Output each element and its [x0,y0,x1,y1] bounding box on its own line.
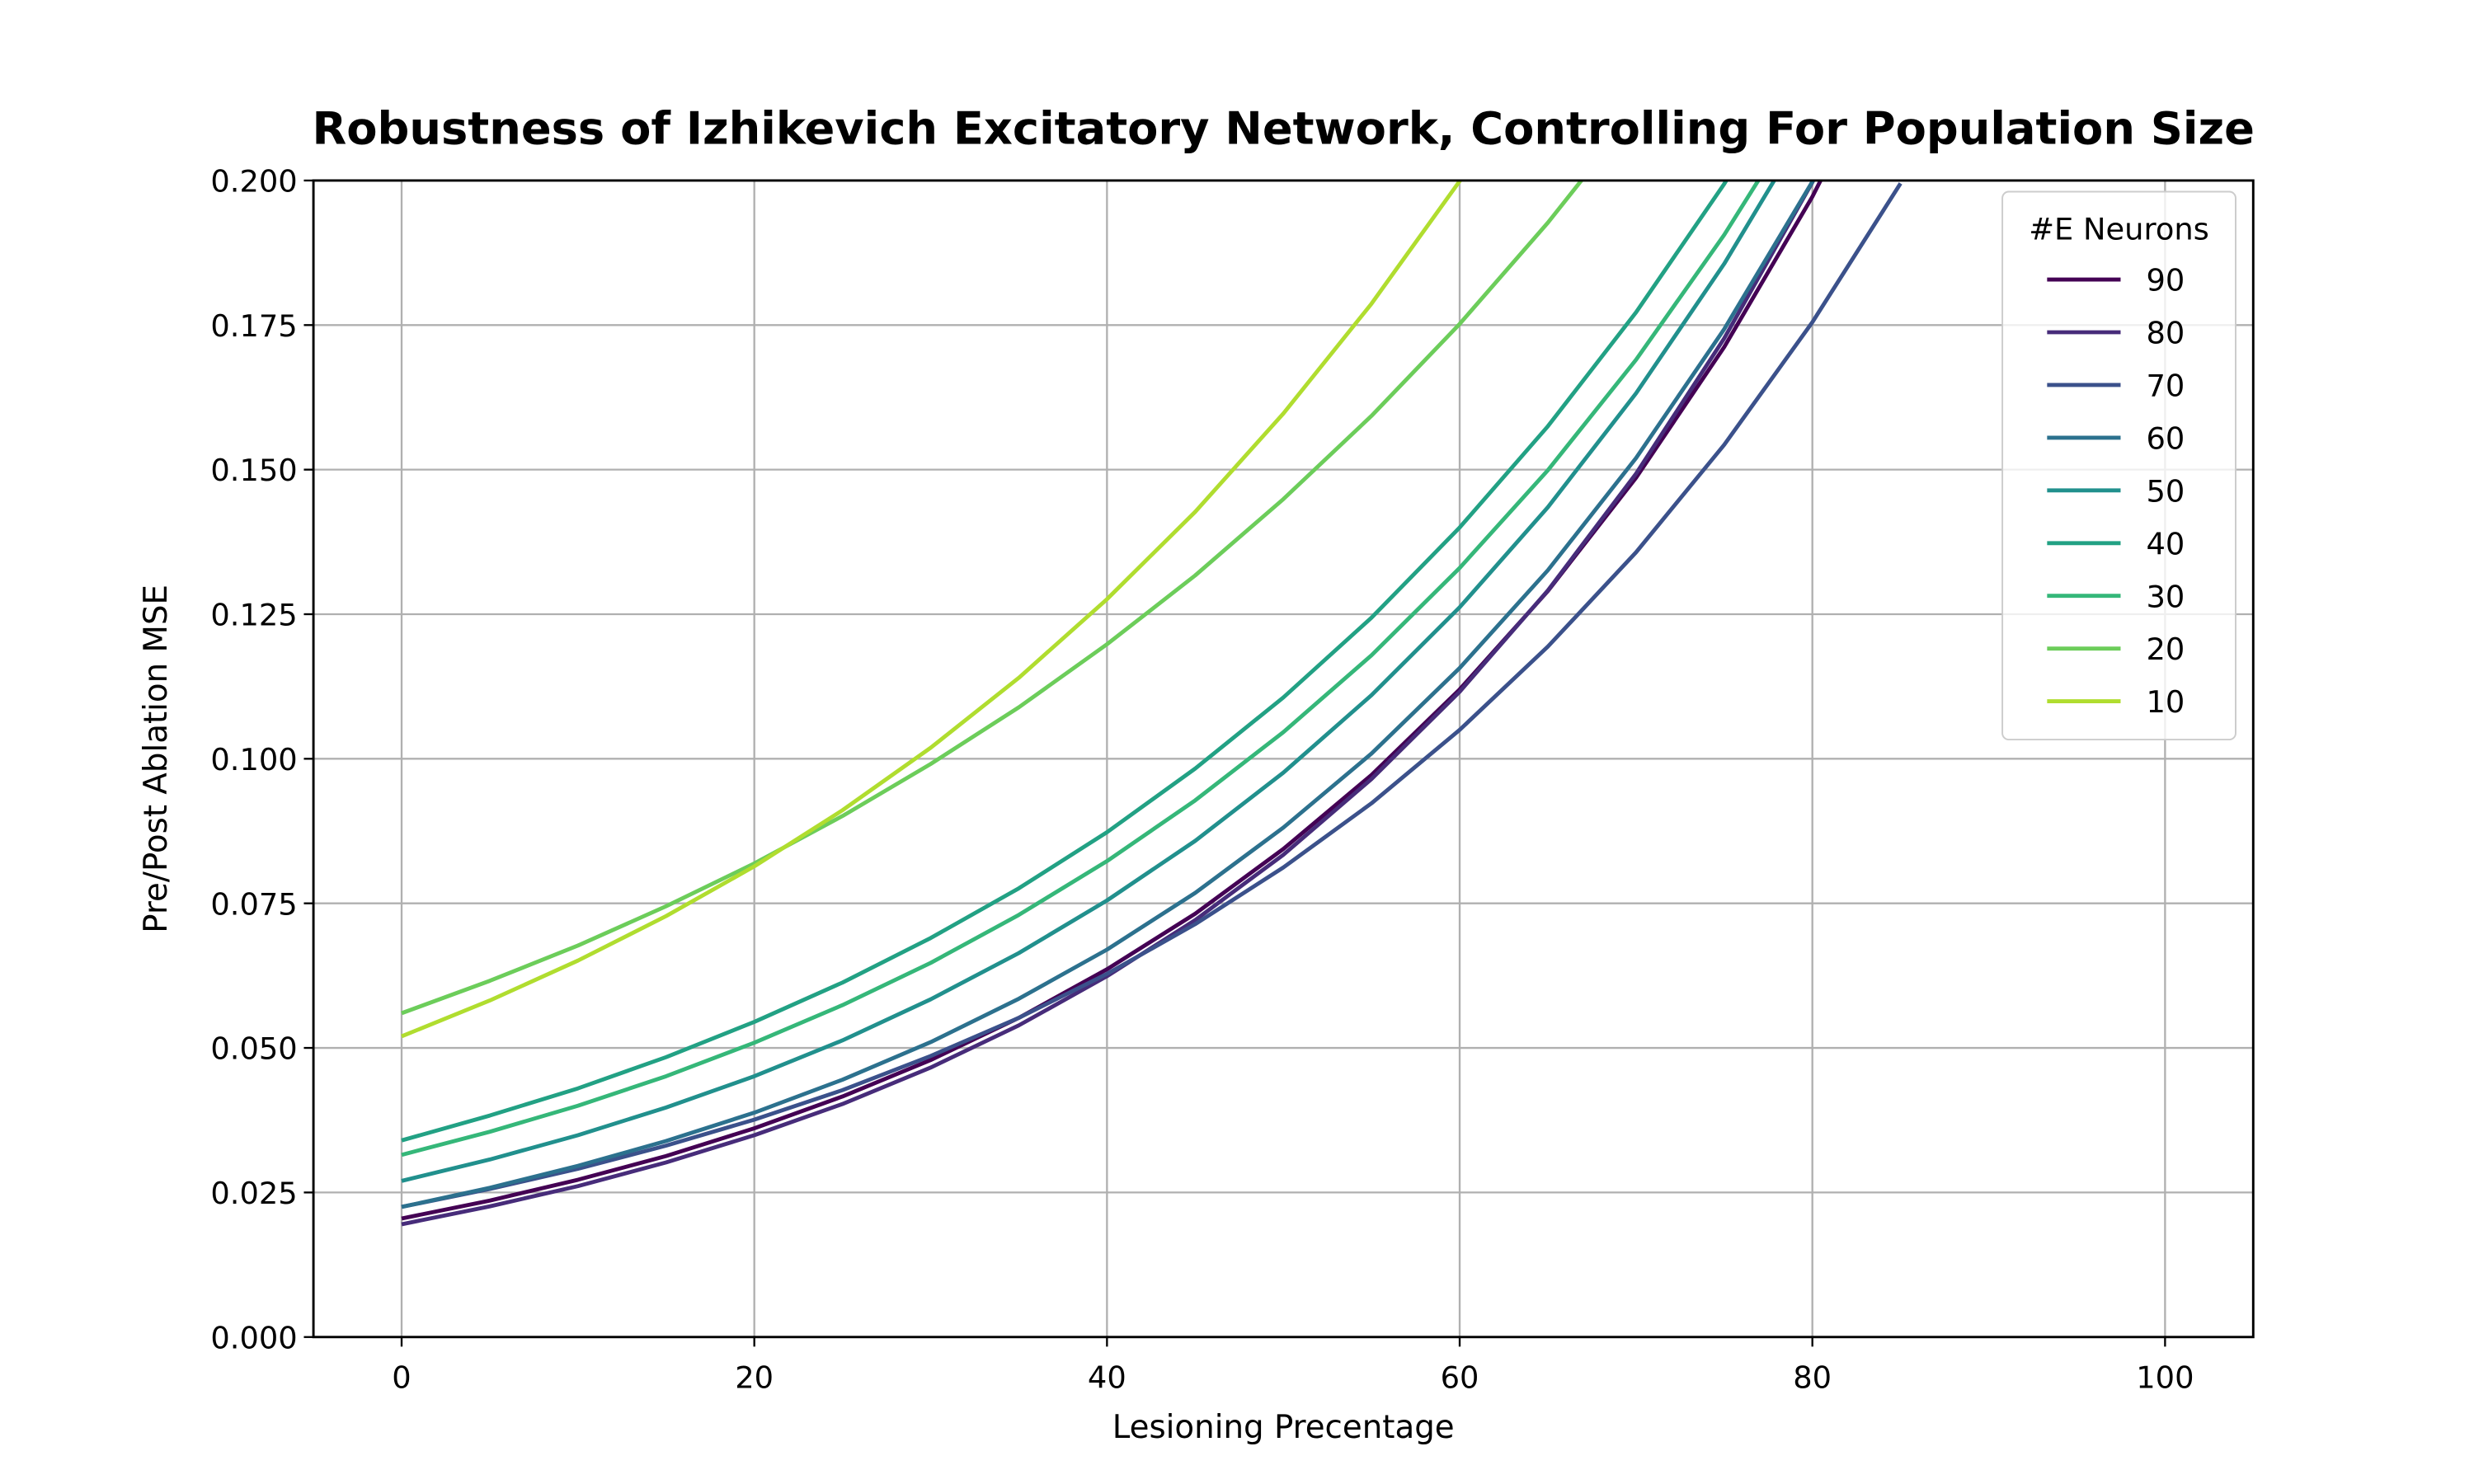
y-tick-label: 0.050 [210,1031,297,1067]
legend-label: 80 [2146,316,2185,351]
y-tick-label: 0.200 [210,164,297,200]
plot-lines [401,180,1903,1227]
y-tick-label: 0.075 [210,886,297,922]
series-line [401,180,1761,1158]
y-tick-label: 0.100 [210,742,297,777]
series-line [401,180,1823,1221]
series-line [401,182,1903,1209]
legend-label: 60 [2146,420,2185,456]
legend-label: 40 [2146,526,2185,561]
legend: #E Neurons 90 80 70 60 50 40 30 20 10 [2001,190,2236,741]
x-tick-label: 60 [1441,1360,1479,1396]
x-axis-label: Lesioning Precentage [1112,1409,1455,1446]
legend-label: 20 [2146,632,2185,667]
y-tick-label: 0.025 [210,1176,297,1211]
series-line [401,180,1777,1183]
legend-label: 70 [2146,369,2185,404]
series-line [401,180,1584,1016]
y-tick-label: 0.175 [210,308,297,344]
series-line [401,180,1729,1143]
series-line [401,180,1463,1039]
legend-label: 50 [2146,473,2185,509]
y-tick-label: 0.000 [210,1320,297,1355]
x-tick-label: 40 [1088,1360,1126,1396]
x-tick-label: 0 [392,1360,411,1396]
series-line [401,180,1816,1209]
x-tick-label: 100 [2136,1360,2194,1396]
legend-label: 10 [2146,684,2185,720]
ticks: 0 20 40 60 80 100 0.000 0.025 0.050 0.075 0.100 0.1… [210,164,2194,1396]
legend-label: 30 [2146,579,2185,614]
series-line [401,180,1816,1227]
y-tick-label: 0.125 [210,598,297,633]
legend-title: #E Neurons [2029,212,2209,247]
chart-title: Robustness of Izhikevich Excitatory Netw… [313,102,2255,154]
y-tick-label: 0.150 [210,453,297,488]
x-tick-label: 20 [735,1360,774,1396]
legend-box [2001,190,2236,741]
legend-label: 90 [2146,263,2185,298]
x-tick-label: 80 [1793,1360,1832,1396]
y-axis-label: Pre/Post Ablation MSE [138,585,175,933]
